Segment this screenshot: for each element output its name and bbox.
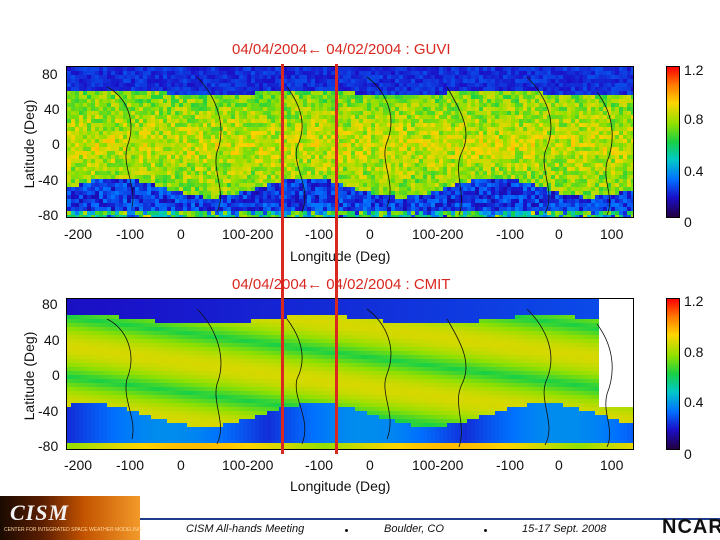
bottom-colorbar bbox=[666, 298, 680, 450]
bottom-x-tick-3: 100-200 bbox=[222, 457, 274, 473]
bottom-x-tick-7: -100 bbox=[496, 457, 525, 473]
footer-meeting: CISM All-hands Meeting bbox=[186, 523, 305, 535]
top-colorbar bbox=[666, 66, 680, 218]
bottom-y-tick-1: 40 bbox=[44, 332, 60, 348]
top-x-tick-9: 100 bbox=[600, 226, 624, 242]
top-y-tick-2: 0 bbox=[52, 136, 60, 152]
bottom-y-tick-0: 80 bbox=[42, 296, 58, 312]
bottom-y-axis-label: Latitude (Deg) bbox=[21, 331, 37, 421]
top-continent-outline-2 bbox=[286, 86, 306, 213]
top-x-tick-8: 0 bbox=[555, 226, 563, 242]
top-x-tick-4: -100 bbox=[305, 226, 334, 242]
top-x-tick-0: -200 bbox=[64, 226, 93, 242]
bottom-colorbar-tick-3: 0 bbox=[684, 446, 692, 462]
bottom-continent-outline-5 bbox=[526, 308, 552, 446]
top-x-tick-1: -100 bbox=[116, 226, 145, 242]
bottom-x-tick-2: 0 bbox=[177, 457, 185, 473]
top-y-axis-label: Latitude (Deg) bbox=[21, 99, 37, 189]
bottom-y-tick-3: -40 bbox=[38, 403, 59, 419]
top-x-tick-5: 0 bbox=[366, 226, 374, 242]
top-x-axis-label: Longitude (Deg) bbox=[290, 248, 391, 264]
top-continent-outline-5 bbox=[526, 76, 552, 214]
top-continent-outline-0 bbox=[106, 86, 134, 208]
cism-logo-subtext: CENTER FOR INTEGRATED SPACE WEATHER MODE… bbox=[4, 527, 142, 533]
bottom-colorbar-tick-1: 0.8 bbox=[684, 344, 704, 360]
marker-line-04-02-2004 bbox=[335, 64, 338, 454]
cism-logo bbox=[0, 496, 140, 540]
top-x-tick-3: 100-200 bbox=[222, 226, 274, 242]
top-colorbar-tick-1: 0.8 bbox=[684, 111, 704, 127]
ncar-logo: NCAR bbox=[662, 516, 720, 538]
top-chart-title: 04/04/2004← 04/02/2004 : GUVI bbox=[232, 41, 451, 58]
footer-rule bbox=[140, 518, 720, 520]
top-continent-outline-1 bbox=[196, 76, 222, 213]
footer-separator-1 bbox=[345, 529, 348, 532]
bottom-continent-outline-6 bbox=[596, 323, 613, 448]
bottom-colorbar-tick-0: 1.2 bbox=[684, 293, 704, 309]
bottom-y-tick-4: -80 bbox=[38, 438, 59, 454]
top-heatmap-svg bbox=[67, 67, 633, 217]
top-continent-outline-3 bbox=[366, 76, 392, 208]
top-continent-outline-4 bbox=[446, 86, 467, 216]
top-y-tick-4: -80 bbox=[38, 207, 59, 223]
top-y-tick-1: 40 bbox=[44, 101, 60, 117]
bottom-continent-outline-2 bbox=[286, 318, 306, 445]
bottom-x-tick-4: -100 bbox=[305, 457, 334, 473]
bottom-continent-outline-0 bbox=[106, 318, 134, 440]
bottom-heatmap bbox=[66, 298, 634, 450]
bottom-continent-outline-4 bbox=[446, 318, 467, 448]
bottom-chart-title: 04/04/2004← 04/02/2004 : CMIT bbox=[232, 276, 451, 293]
top-heatmap bbox=[66, 66, 634, 218]
bottom-x-tick-8: 0 bbox=[555, 457, 563, 473]
top-colorbar-tick-2: 0.4 bbox=[684, 163, 704, 179]
bottom-x-tick-6: 100-200 bbox=[412, 457, 464, 473]
bottom-x-tick-0: -200 bbox=[64, 457, 93, 473]
bottom-colorbar-tick-2: 0.4 bbox=[684, 394, 704, 410]
bottom-x-tick-1: -100 bbox=[116, 457, 145, 473]
bottom-heatmap-svg bbox=[67, 299, 633, 449]
bottom-y-tick-2: 0 bbox=[52, 367, 60, 383]
bottom-x-axis-label: Longitude (Deg) bbox=[290, 478, 391, 494]
top-colorbar-tick-3: 0 bbox=[684, 214, 692, 230]
cism-logo-text: CISM bbox=[10, 500, 70, 525]
footer-dates: 15-17 Sept. 2008 bbox=[522, 523, 607, 535]
top-y-tick-3: -40 bbox=[38, 172, 59, 188]
bottom-x-tick-9: 100 bbox=[600, 457, 624, 473]
top-x-tick-6: 100-200 bbox=[412, 226, 464, 242]
footer-separator-2 bbox=[484, 529, 487, 532]
bottom-x-tick-5: 0 bbox=[366, 457, 374, 473]
bottom-continent-outline-3 bbox=[366, 308, 392, 440]
footer-location: Boulder, CO bbox=[384, 523, 444, 535]
marker-line-04-04-2004 bbox=[281, 64, 284, 454]
top-colorbar-tick-0: 1.2 bbox=[684, 62, 704, 78]
top-x-tick-7: -100 bbox=[496, 226, 525, 242]
top-continent-outline-6 bbox=[596, 91, 613, 216]
top-y-tick-0: 80 bbox=[42, 66, 58, 82]
bottom-continent-outline-1 bbox=[196, 308, 222, 445]
top-x-tick-2: 0 bbox=[177, 226, 185, 242]
